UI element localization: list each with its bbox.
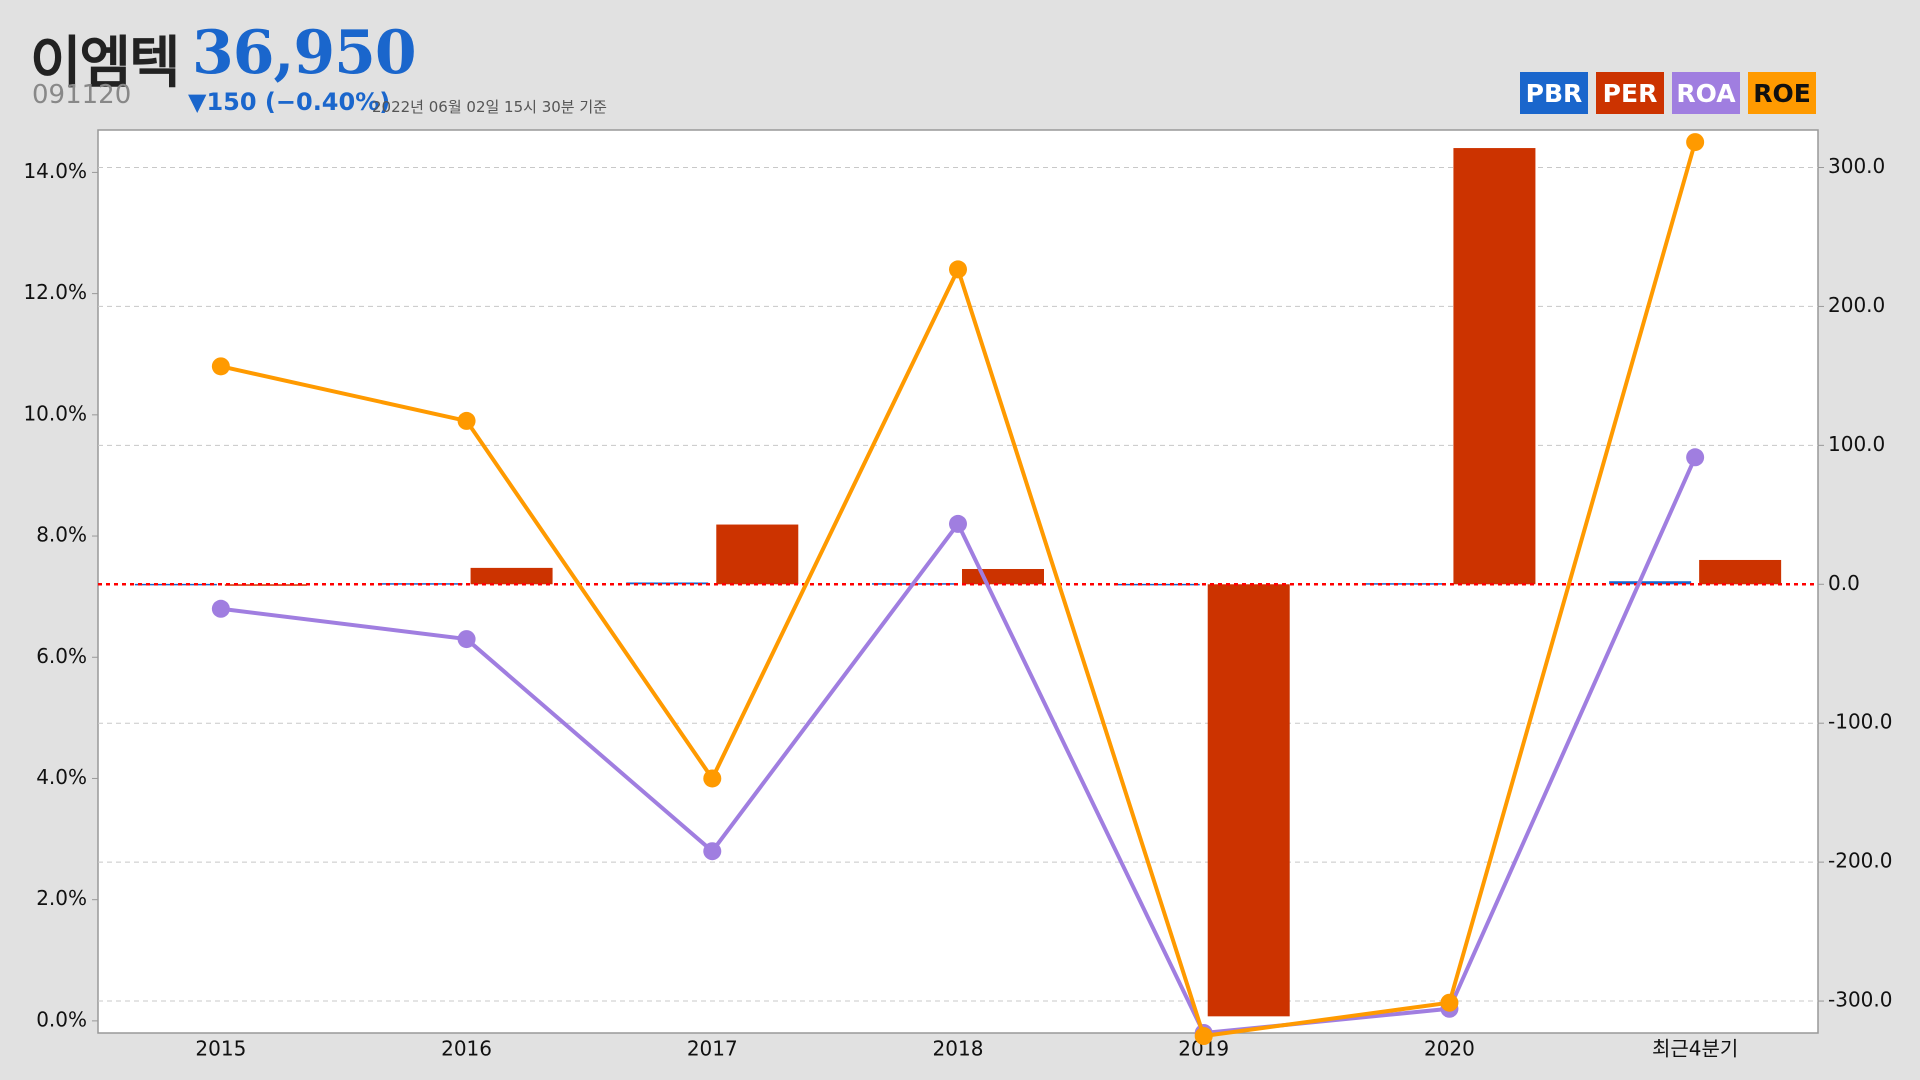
point-roe — [1440, 993, 1459, 1012]
right-axis-tick-label: -300.0 — [1828, 988, 1892, 1012]
point-roe — [211, 357, 230, 376]
right-axis-tick-label: -100.0 — [1828, 710, 1892, 734]
legend-item-roe[interactable]: ROE — [1748, 72, 1816, 114]
left-axis-tick-label: 0.0% — [36, 1007, 87, 1031]
right-axis-tick-label: -200.0 — [1828, 849, 1892, 873]
point-roa — [211, 599, 230, 618]
bar-per — [1207, 584, 1290, 1017]
point-roe — [1194, 1027, 1213, 1046]
right-axis-tick-label: 200.0 — [1828, 293, 1885, 317]
stock-change: ▼150 (−0.40%) — [188, 88, 391, 116]
point-roe — [949, 260, 967, 279]
x-axis-tick-label: 2015 — [195, 1037, 246, 1061]
stock-price: 36,950 — [192, 18, 417, 88]
left-axis-tick-label: 10.0% — [23, 401, 87, 425]
point-roe — [703, 769, 722, 788]
left-axis-tick-label: 14.0% — [23, 159, 87, 183]
left-axis-tick-label: 2.0% — [36, 886, 87, 910]
left-axis-tick-label: 6.0% — [36, 644, 87, 668]
point-roa — [703, 842, 722, 861]
bar-pbr — [134, 583, 217, 586]
bar-per — [224, 584, 307, 586]
point-roa — [457, 630, 476, 649]
bar-pbr — [1117, 583, 1200, 586]
x-axis-tick-label: 2016 — [441, 1037, 492, 1061]
x-axis-tick-label: 2018 — [933, 1037, 984, 1061]
bar-per — [1453, 148, 1536, 585]
bar-per — [962, 568, 1044, 585]
legend-item-roa[interactable]: ROA — [1672, 72, 1740, 114]
point-roa — [949, 514, 967, 533]
legend-item-pbr[interactable]: PBR — [1520, 72, 1588, 114]
left-axis-tick-label: 12.0% — [23, 280, 87, 304]
bar-per — [716, 524, 799, 585]
point-roa — [1686, 448, 1705, 467]
bar-per — [470, 567, 553, 585]
left-axis-tick-label: 4.0% — [36, 765, 87, 789]
bar-per — [1699, 559, 1782, 585]
x-axis-tick-label: 2017 — [687, 1037, 738, 1061]
point-roe — [457, 411, 476, 430]
stock-code: 091120 — [32, 80, 132, 110]
stock-asof-timestamp: 2022년 06월 02일 15시 30분 기준 — [372, 98, 607, 116]
x-axis-tick-label: 최근4분기 — [1652, 1037, 1738, 1061]
left-axis-tick-label: 8.0% — [36, 523, 87, 547]
x-axis-tick-label: 2020 — [1424, 1037, 1475, 1061]
stock-name: 이엠텍 — [30, 31, 181, 96]
bar-pbr — [1609, 581, 1692, 585]
right-axis-tick-label: 0.0 — [1828, 571, 1860, 595]
legend-item-per[interactable]: PER — [1596, 72, 1664, 114]
right-axis-tick-label: 300.0 — [1828, 154, 1885, 178]
right-axis-tick-label: 100.0 — [1828, 432, 1885, 456]
point-roe — [1686, 133, 1705, 152]
